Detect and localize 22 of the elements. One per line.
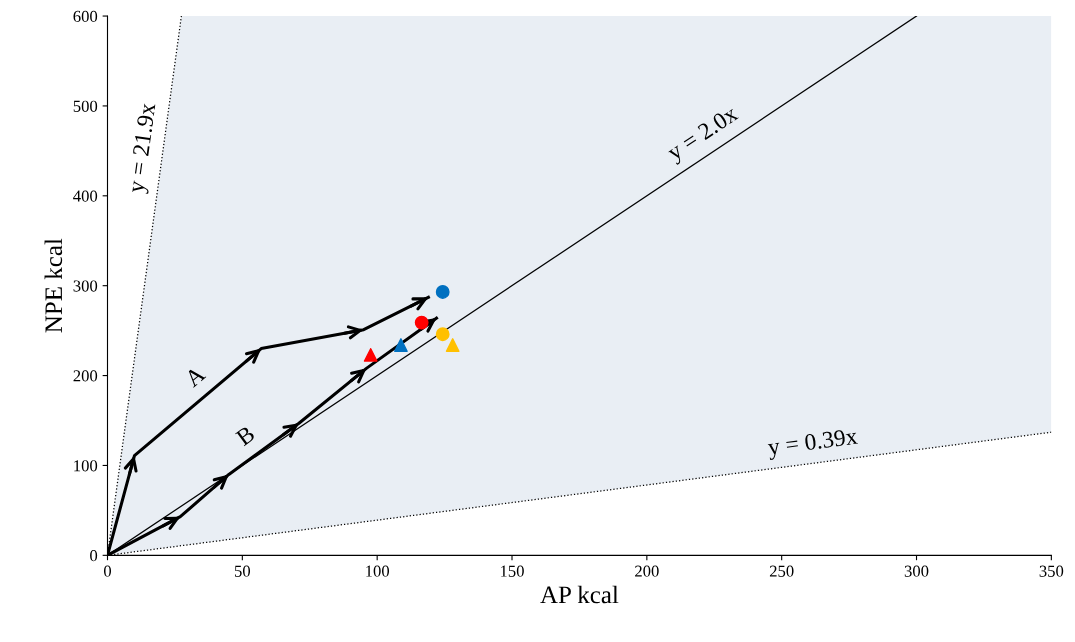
text: y = 0.39x [767, 427, 859, 461]
legend-label: B [235, 425, 256, 447]
y-tick-label: 100 [74, 460, 98, 472]
text: y = 2.0x [665, 104, 742, 166]
x-tick-label: 250 [769, 565, 794, 577]
x-tick-label: 100 [366, 565, 390, 577]
x-tick-label: 200 [635, 565, 659, 577]
y-tick-label: 200 [73, 370, 98, 382]
x-axis-title: AP kcal [540, 585, 619, 604]
x-tick-label: 50 [234, 565, 251, 577]
text: A [183, 365, 207, 388]
x-tick-label: 300 [904, 565, 929, 577]
y-tick-label: 400 [73, 190, 98, 202]
y-tick-label: 500 [73, 100, 98, 112]
y-tick-label: 600 [73, 10, 98, 22]
text: y = 21.9x [127, 102, 161, 195]
y-tick-label: 300 [73, 280, 98, 292]
x-tick-label: 350 [1039, 565, 1064, 577]
y-axis-title: NPE kcal [44, 238, 63, 333]
y-tick-label: 0 [90, 550, 98, 562]
x-tick-label: 0 [103, 565, 112, 577]
x-tick-label: 150 [500, 565, 524, 577]
